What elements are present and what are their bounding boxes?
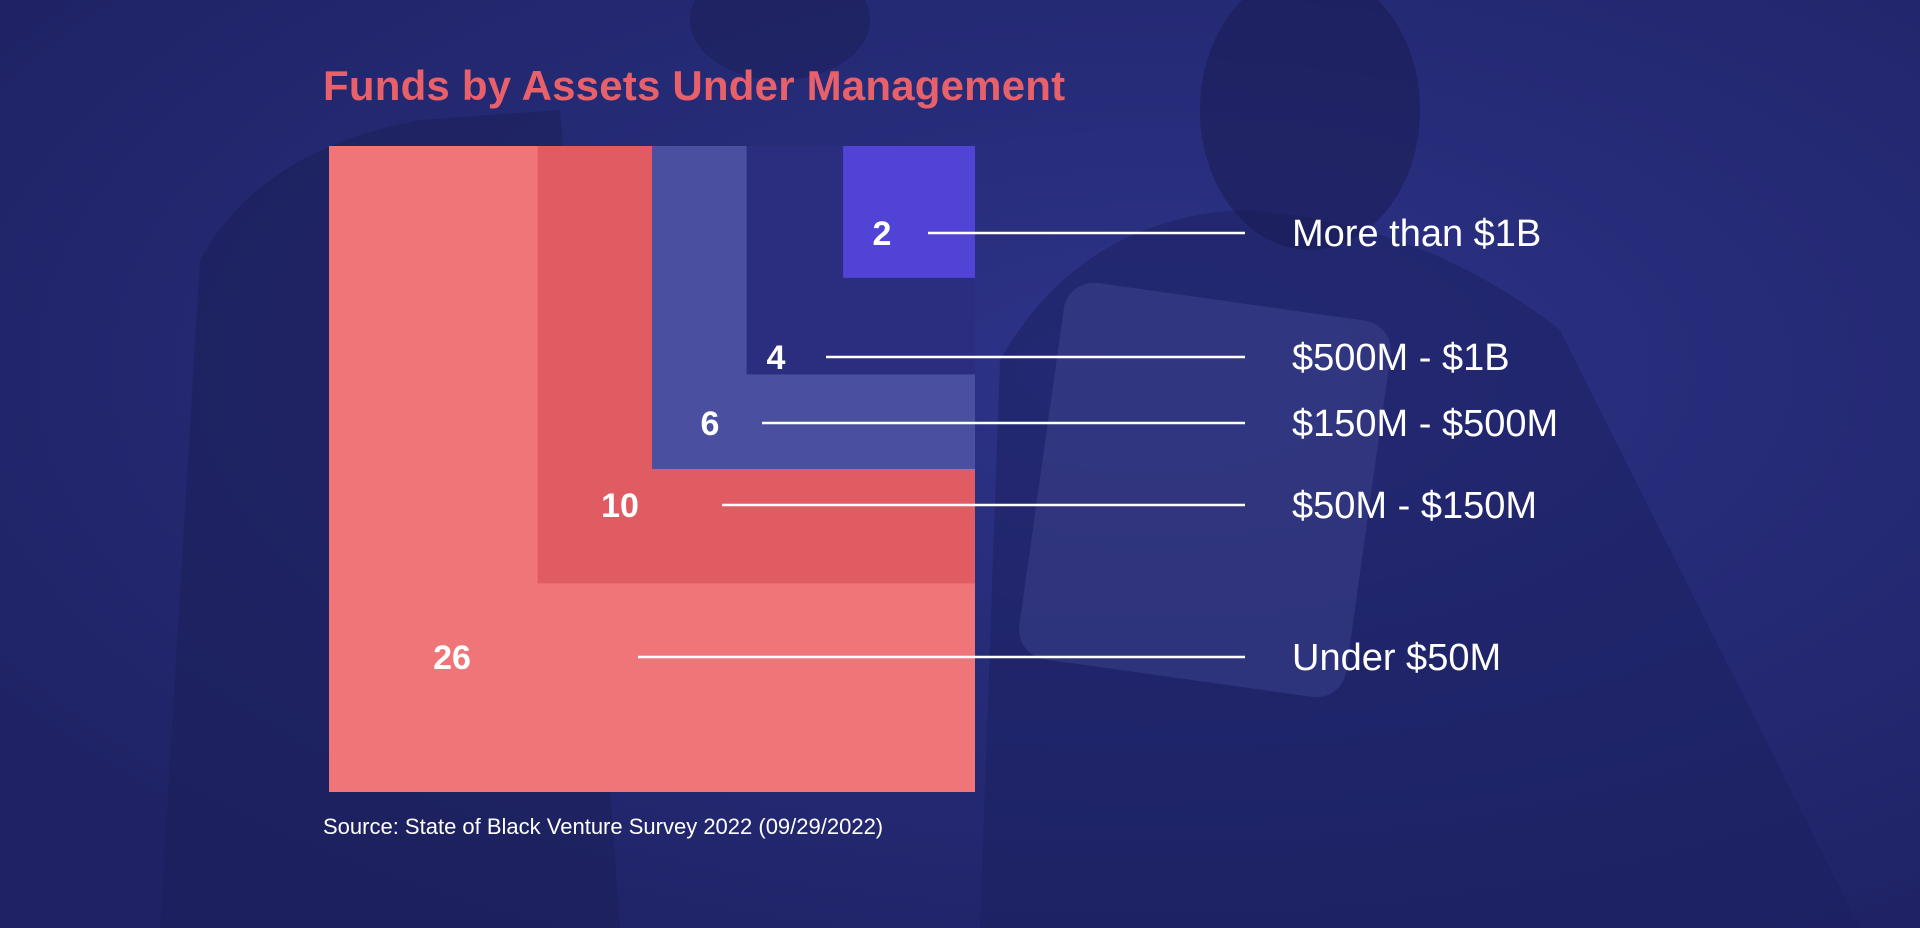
chart-title: Funds by Assets Under Management [323,62,1066,109]
category-label-under-50m: Under $50M [1292,637,1501,679]
source-note: Source: State of Black Venture Survey 20… [323,814,884,839]
value-label-under-50m: 26 [433,639,471,677]
value-label-50m-150m: 10 [601,487,639,525]
category-label-500m-1b: $500M - $1B [1292,337,1510,379]
category-label-more-than-1b: More than $1B [1292,213,1541,255]
value-label-more-than-1b: 2 [873,215,892,253]
value-label-500m-1b: 4 [767,339,786,377]
square-more-than-1b [843,146,975,278]
category-label-50m-150m: $50M - $150M [1292,485,1537,527]
category-label-150m-500m: $150M - $500M [1292,403,1558,445]
value-label-150m-500m: 6 [701,405,720,443]
